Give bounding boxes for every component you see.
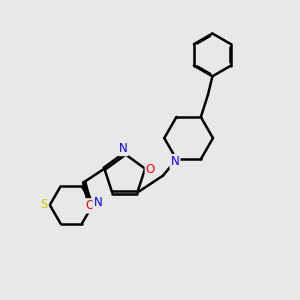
Text: S: S <box>40 198 48 211</box>
Text: O: O <box>85 199 95 212</box>
Text: N: N <box>171 155 179 168</box>
Text: N: N <box>94 196 102 209</box>
Text: O: O <box>146 163 155 176</box>
Text: N: N <box>119 142 128 155</box>
